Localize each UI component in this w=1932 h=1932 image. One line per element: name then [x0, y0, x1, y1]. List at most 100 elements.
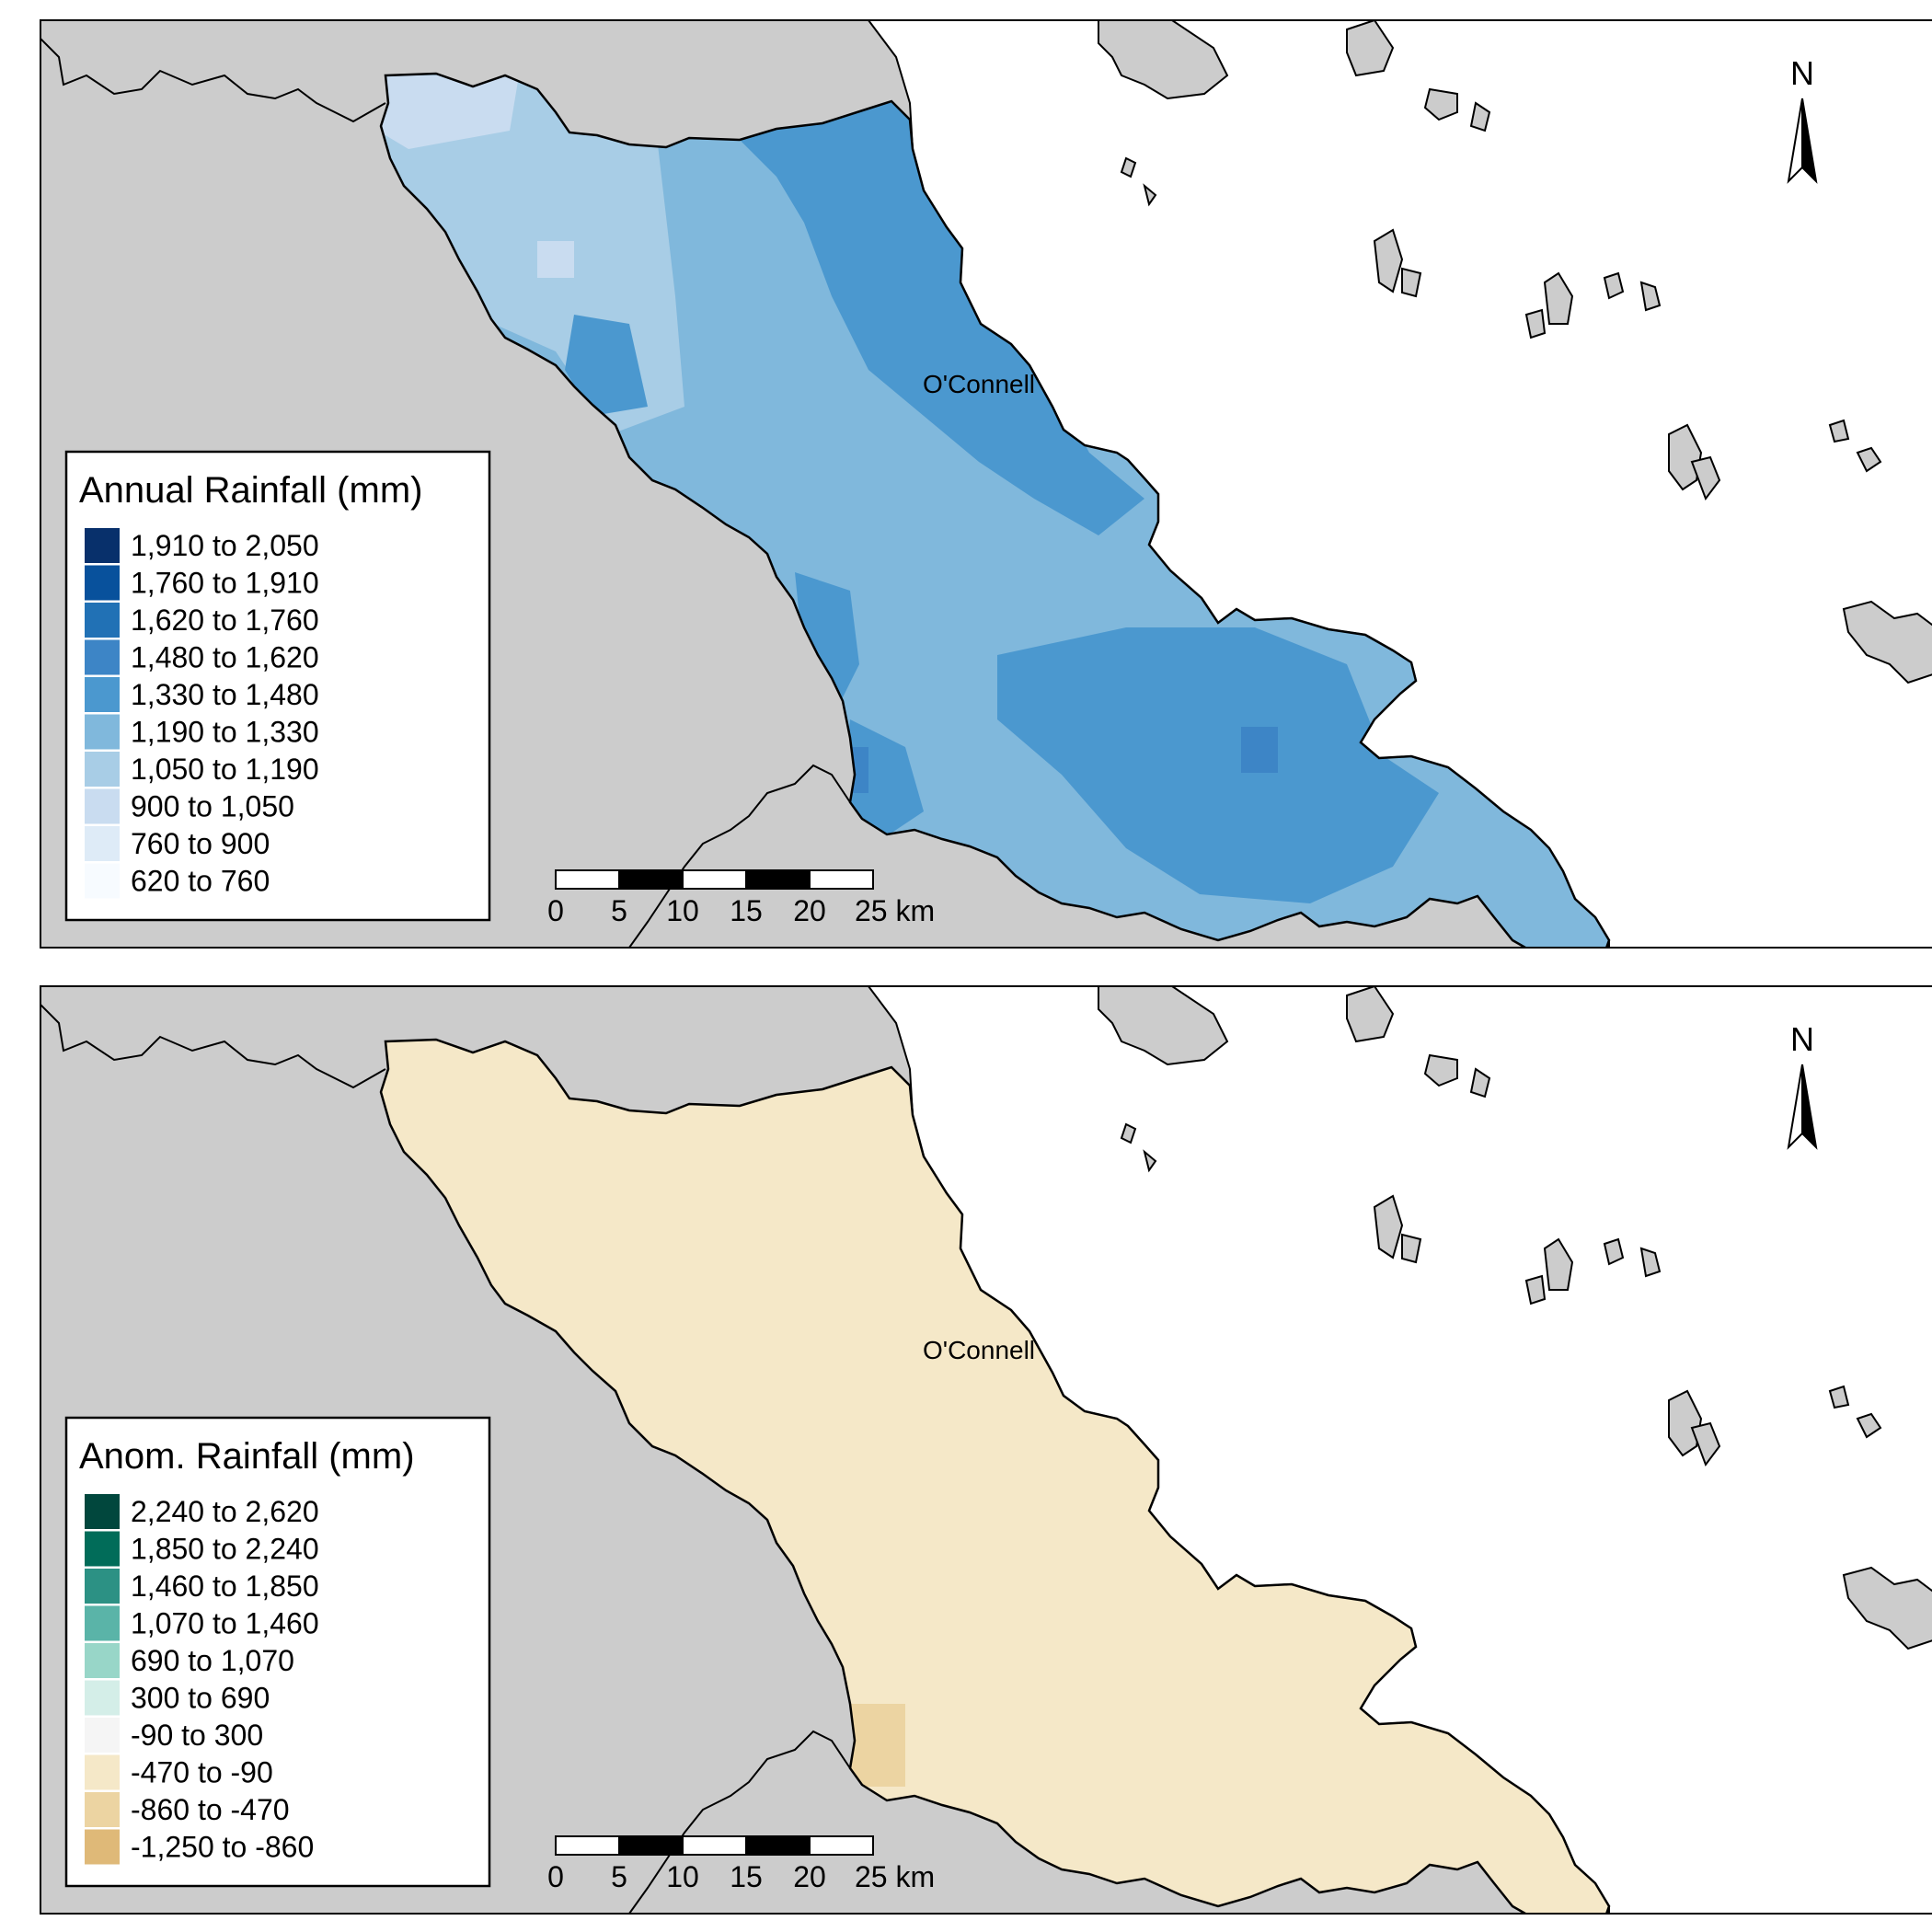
place-label: O'Connell: [923, 370, 1035, 398]
scale-label: 10: [666, 1860, 699, 1893]
scale-label: 15: [730, 894, 763, 927]
island: [1543, 271, 1574, 325]
legend-label: 900 to 1,050: [131, 790, 294, 823]
legend-swatch: [85, 1829, 120, 1865]
legend-label: 2,240 to 2,620: [131, 1495, 319, 1528]
scale-label: 0: [547, 1860, 564, 1893]
scale-bar: 0 5 10 15 20 25 km: [547, 869, 935, 927]
northern-cape: [1098, 20, 1229, 100]
legend-label: 300 to 690: [131, 1682, 270, 1715]
legend-swatch: [85, 826, 120, 861]
island: [1120, 156, 1137, 178]
island: [1639, 1247, 1662, 1278]
legend-label: 1,460 to 1,850: [131, 1570, 319, 1603]
scale-label: 25 km: [855, 894, 935, 927]
boundary-line: [40, 1004, 386, 1089]
legend-swatch: [85, 1643, 120, 1678]
legend-swatch: [85, 788, 120, 824]
map-panel-annual: O'Connell N 0 5 10 15 20 25 km Annual Rainfall (…: [40, 19, 1932, 949]
map-panel-anomaly: O'Connell N 0 5 10 15 20 25 km Anom. Rainfall (m…: [40, 985, 1932, 1915]
scale-label: 5: [611, 1860, 627, 1893]
legend-label: 760 to 900: [131, 827, 270, 860]
legend-title: Anom. Rainfall (mm): [79, 1436, 415, 1477]
island: [1423, 87, 1458, 121]
island: [1828, 419, 1850, 443]
island: [1524, 308, 1547, 339]
scale-segment: [618, 1835, 684, 1856]
legend-label: -470 to -90: [131, 1756, 273, 1789]
island: [1668, 423, 1703, 491]
legend-swatch: [85, 1718, 120, 1753]
island: [1603, 1237, 1625, 1266]
legend-label: -860 to -470: [131, 1793, 290, 1826]
legend-swatch: [85, 1754, 120, 1790]
boundary-line: [40, 38, 386, 123]
scale-segment: [682, 1835, 747, 1856]
legend-label: -90 to 300: [131, 1719, 263, 1752]
island: [1401, 1233, 1422, 1264]
legend-label: 1,070 to 1,460: [131, 1607, 319, 1640]
scale-label: 25 km: [855, 1860, 935, 1893]
legend-swatch: [85, 639, 120, 675]
legend-label: -1,250 to -860: [131, 1831, 314, 1864]
island: [1524, 1274, 1547, 1305]
legend-swatch: [85, 714, 120, 750]
legend-swatch: [85, 1680, 120, 1716]
panel-frame: [40, 985, 1932, 1915]
island: [1401, 267, 1422, 298]
scale-label: 0: [547, 894, 564, 927]
scale-label: 10: [666, 894, 699, 927]
scale-segment: [745, 869, 811, 890]
scale-label: 20: [793, 894, 826, 927]
legend: Annual Rainfall (mm) 1,910 to 2,050 1,760 …: [64, 450, 491, 922]
island: [1143, 1149, 1157, 1173]
island: [1423, 1053, 1458, 1087]
legend-label: 1,850 to 2,240: [131, 1533, 319, 1566]
legend-label: 690 to 1,070: [131, 1644, 294, 1677]
island: [1143, 183, 1157, 207]
scale-segment: [618, 869, 684, 890]
island: [1603, 271, 1625, 300]
north-arrow: N: [1787, 1020, 1818, 1150]
island: [1346, 20, 1395, 77]
scale-segment: [555, 1835, 620, 1856]
island: [1469, 1067, 1491, 1098]
legend: Anom. Rainfall (mm) 2,240 to 2,620 1,850 t…: [64, 1416, 491, 1888]
legend-swatch: [85, 565, 120, 601]
legend-swatch: [85, 1531, 120, 1567]
scale-label: 20: [793, 1860, 826, 1893]
legend-label: 1,760 to 1,910: [131, 567, 319, 600]
island: [1469, 101, 1491, 132]
scale-segment: [809, 869, 874, 890]
legend-swatch: [85, 1605, 120, 1641]
boundary-line: [628, 1730, 851, 1914]
legend-title: Annual Rainfall (mm): [79, 470, 422, 511]
legend-swatch: [85, 528, 120, 563]
legend-swatch: [85, 677, 120, 712]
scale-segment: [745, 1835, 811, 1856]
island: [1690, 455, 1721, 501]
legend-swatch: [85, 863, 120, 899]
boundary-line: [628, 764, 851, 948]
island: [1373, 228, 1404, 293]
island: [1120, 1122, 1137, 1144]
island: [1543, 1237, 1574, 1291]
legend-swatch: [85, 1569, 120, 1604]
legend-swatch: [85, 603, 120, 638]
legend-label: 1,050 to 1,190: [131, 753, 319, 786]
scale-segment: [809, 1835, 874, 1856]
island: [1856, 1412, 1882, 1439]
north-label: N: [1790, 54, 1814, 92]
legend-swatch: [85, 1792, 120, 1827]
panel-frame: [40, 19, 1932, 949]
legend-label: 1,910 to 2,050: [131, 529, 319, 562]
scale-bar: 0 5 10 15 20 25 km: [547, 1835, 935, 1893]
legend-box: [64, 1416, 491, 1888]
legend-label: 1,190 to 1,330: [131, 716, 319, 749]
legend-box: [64, 450, 491, 922]
legend-swatch: [85, 752, 120, 787]
legend-label: 1,330 to 1,480: [131, 678, 319, 711]
island: [1856, 446, 1882, 473]
island: [1828, 1385, 1850, 1409]
